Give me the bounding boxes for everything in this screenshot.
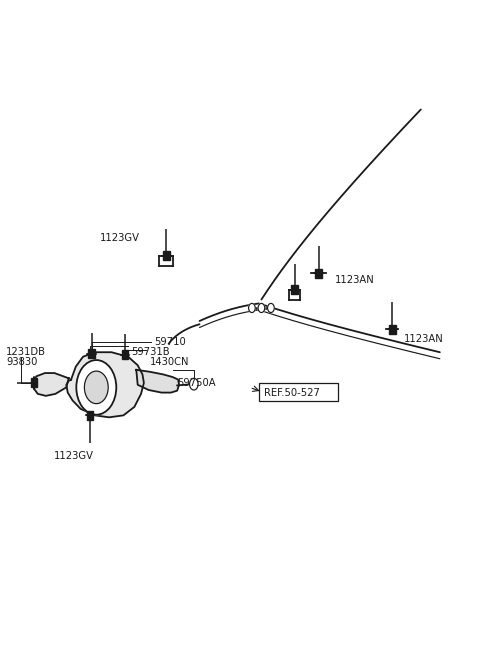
Circle shape [249, 303, 255, 312]
Circle shape [76, 360, 116, 415]
Polygon shape [121, 350, 128, 360]
Text: 59750A: 59750A [177, 378, 216, 388]
Text: 1231DB: 1231DB [6, 347, 46, 357]
Circle shape [258, 303, 265, 312]
Polygon shape [33, 373, 69, 396]
Text: 1123GV: 1123GV [100, 233, 140, 243]
Text: 1123AN: 1123AN [335, 275, 375, 285]
Polygon shape [136, 370, 179, 392]
Polygon shape [66, 352, 144, 417]
Polygon shape [88, 349, 95, 358]
Text: REF.50-527: REF.50-527 [264, 388, 320, 398]
FancyBboxPatch shape [259, 383, 338, 401]
Polygon shape [31, 379, 37, 387]
Text: 59731B: 59731B [132, 347, 170, 357]
Text: 93830: 93830 [6, 357, 37, 367]
Polygon shape [389, 325, 396, 334]
Polygon shape [315, 269, 322, 278]
Circle shape [267, 303, 274, 312]
Text: 1123GV: 1123GV [53, 451, 94, 461]
Circle shape [190, 379, 198, 390]
Circle shape [84, 371, 108, 403]
Polygon shape [291, 285, 298, 294]
Text: 1430CN: 1430CN [150, 357, 189, 367]
Polygon shape [87, 411, 94, 420]
Text: 59710: 59710 [155, 337, 186, 346]
Text: 1123AN: 1123AN [404, 333, 444, 344]
Polygon shape [163, 252, 169, 261]
